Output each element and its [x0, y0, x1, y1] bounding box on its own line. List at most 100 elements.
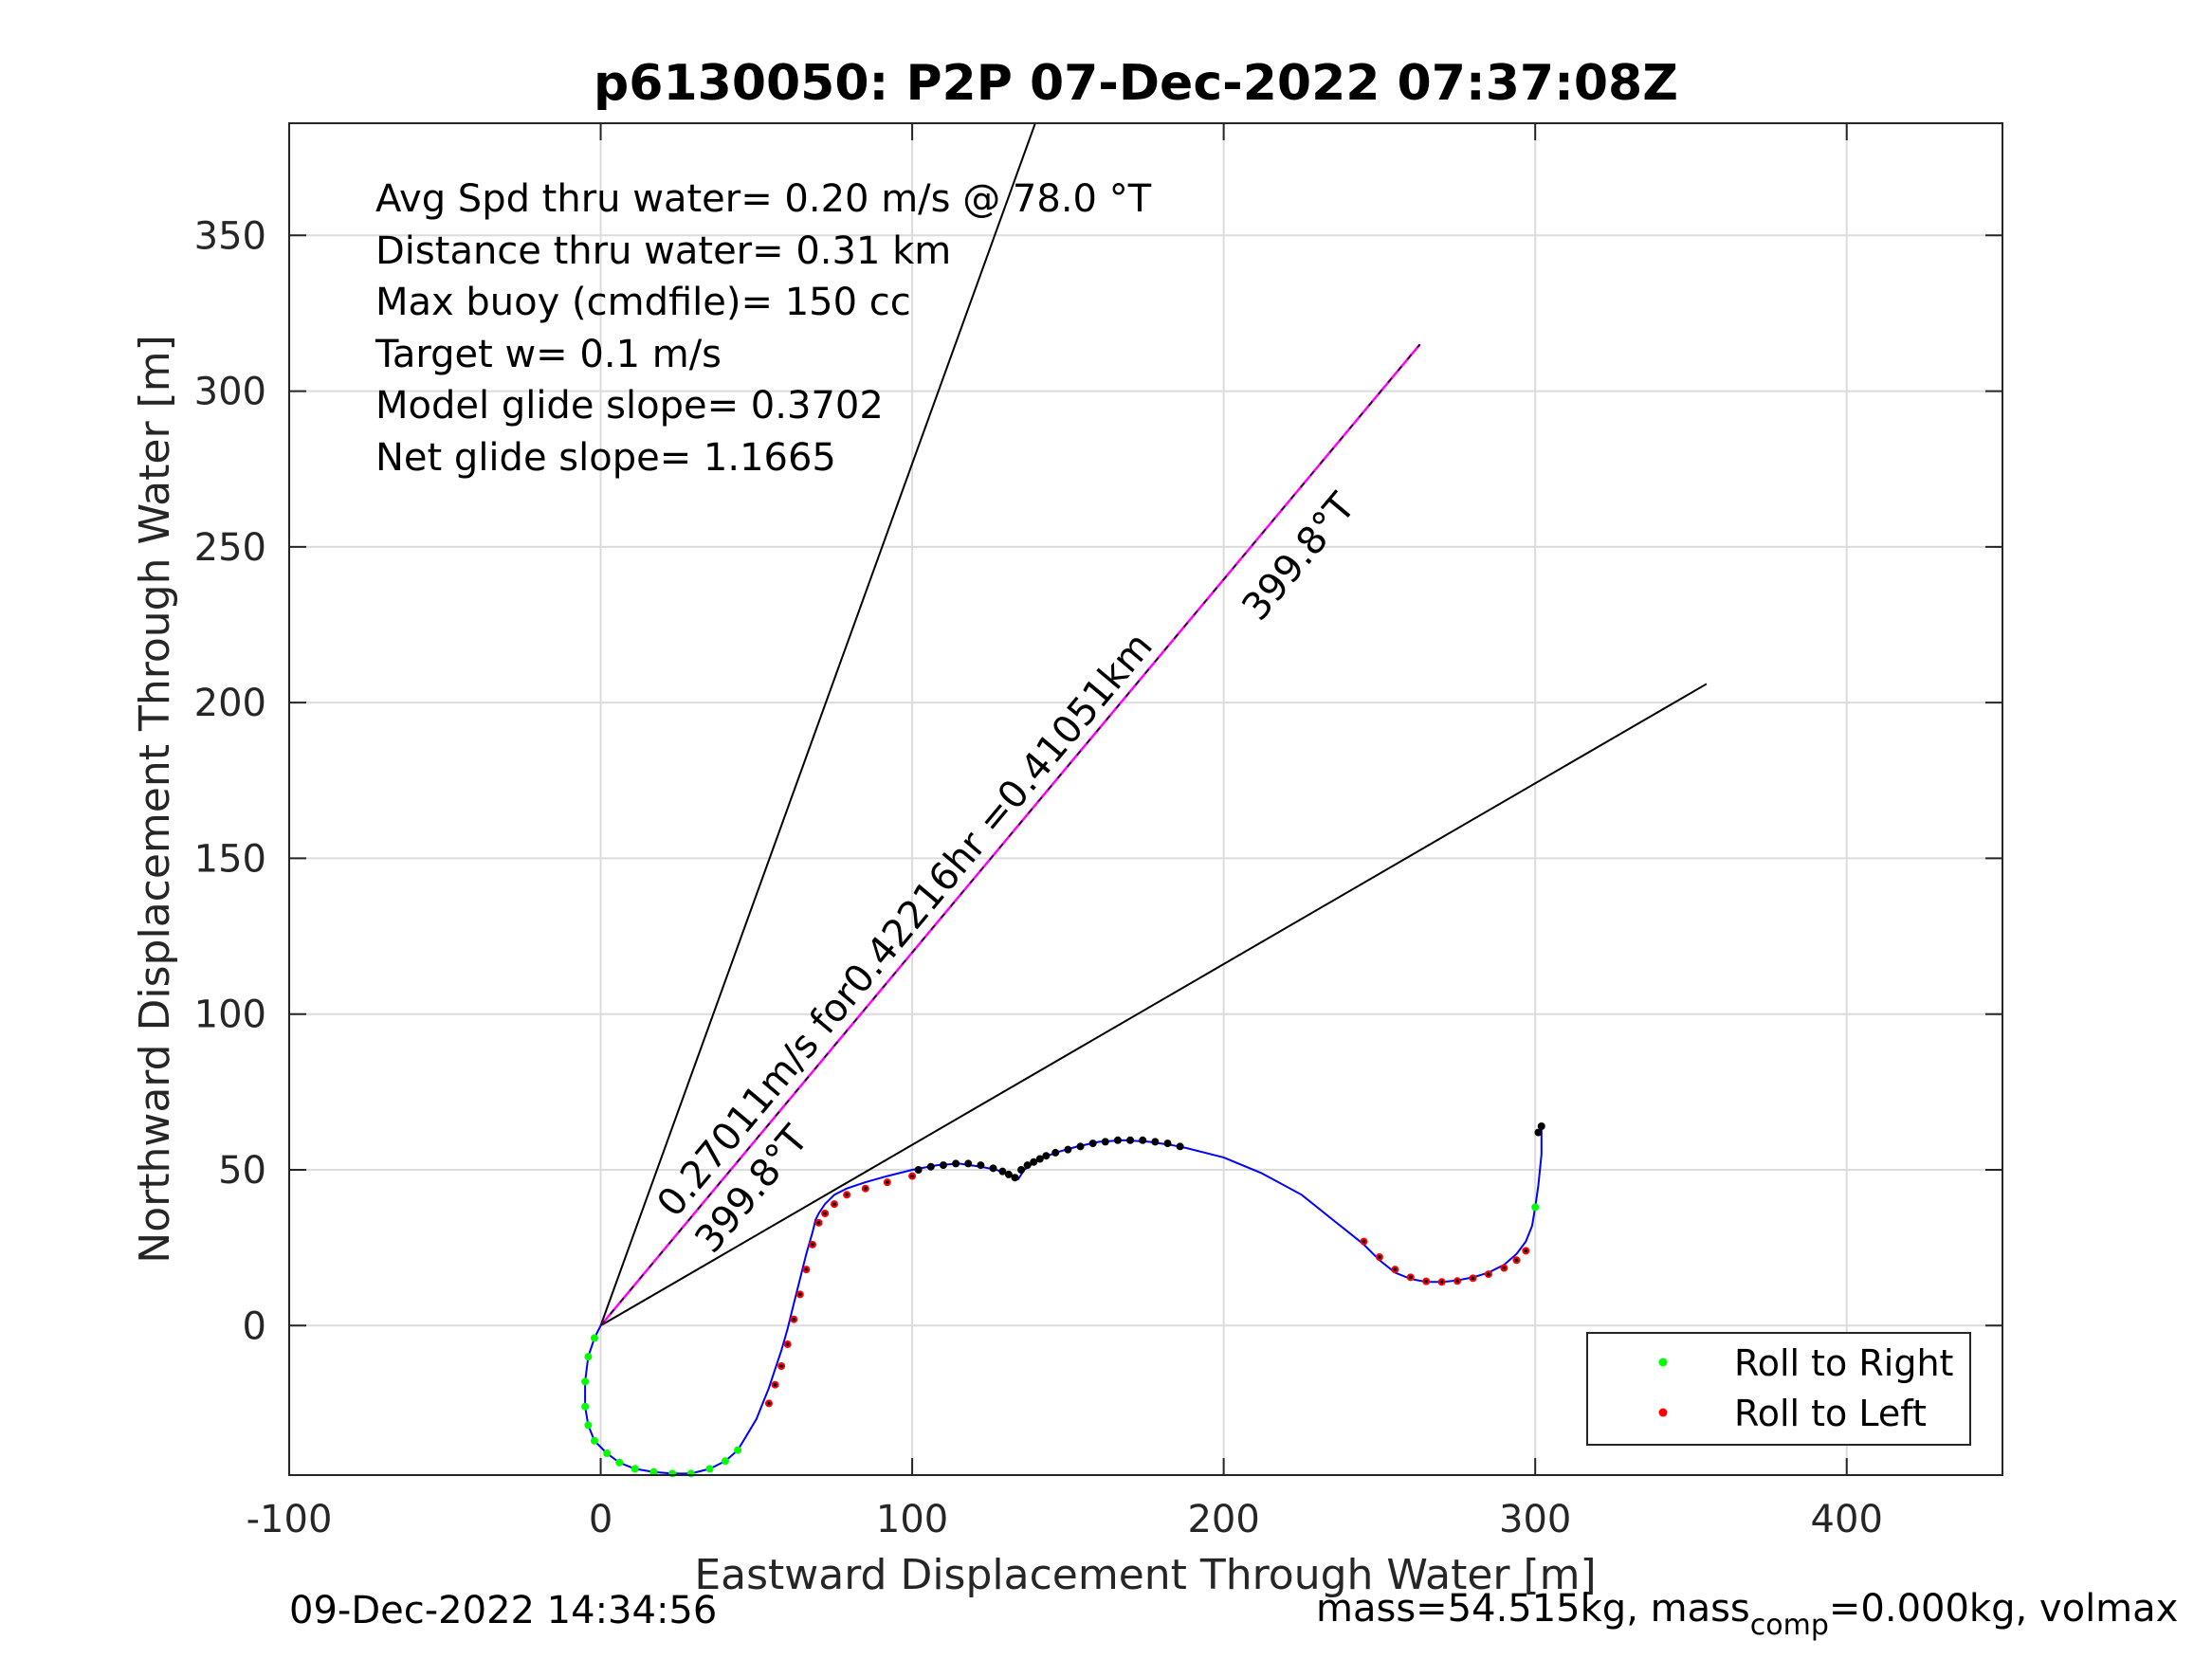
sample-point: [1042, 1152, 1051, 1160]
plot-area: -100 0 100 200 300 400 0 50 100 150 200 250 300 350: [194, 122, 2003, 1541]
y-tick-label: 50: [218, 1149, 266, 1193]
y-tick-label: 200: [194, 682, 266, 725]
footer-timestamp: 09-Dec-2022 14:34:56: [289, 1589, 717, 1632]
x-tick-label: 400: [1811, 1498, 1883, 1541]
sample-point: [1139, 1136, 1147, 1144]
sample-point-overlay: [823, 1212, 827, 1215]
sample-point-overlay: [816, 1221, 821, 1225]
sample-point-overlay: [1502, 1266, 1507, 1270]
x-tick-label: -100: [247, 1498, 333, 1541]
info-line-target-w: Target w= 0.1 m/s: [375, 333, 722, 376]
sample-point-overlay: [798, 1292, 802, 1297]
sample-point: [1030, 1158, 1038, 1166]
sample-point: [964, 1159, 973, 1168]
sample-point: [1076, 1142, 1085, 1151]
legend-label-roll-left: Roll to Left: [1734, 1393, 1927, 1434]
roll-right-point: [615, 1458, 624, 1467]
roll-right-point: [581, 1402, 590, 1411]
sample-point: [998, 1167, 1007, 1176]
roll-right-point: [734, 1446, 742, 1454]
y-tick-label: 300: [194, 371, 266, 414]
footer-mass-info: mass=54.515kg, masscomp=0.000kg, volmax: [1316, 1587, 2178, 1642]
roll-right-point: [590, 1334, 598, 1342]
roll-right-point: [721, 1457, 729, 1466]
footer-mass-suffix: =0.000kg, volmax: [1829, 1587, 2178, 1631]
y-tick-label: 250: [194, 526, 266, 570]
sample-point: [1126, 1136, 1135, 1144]
info-line-distance: Distance thru water= 0.31 km: [375, 229, 951, 273]
sample-point: [1176, 1142, 1184, 1151]
sample-point-overlay: [804, 1267, 809, 1271]
info-line-max-buoy: Max buoy (cmdfile)= 150 cc: [375, 281, 911, 324]
roll-right-point: [668, 1469, 677, 1478]
info-line-net-glide: Net glide slope= 1.1665: [375, 436, 836, 480]
roll-right-point: [603, 1449, 612, 1457]
sample-point-overlay: [792, 1317, 796, 1322]
sample-point: [1151, 1138, 1160, 1146]
sample-point-overlay: [864, 1186, 868, 1191]
legend-box: [1586, 1332, 1971, 1446]
x-tick-label: 100: [876, 1498, 948, 1541]
roll-right-point: [649, 1468, 658, 1476]
roll-right-point: [1531, 1203, 1540, 1212]
roll-right-point: [584, 1353, 593, 1361]
sample-point-overlay: [1424, 1279, 1428, 1284]
roll-right-point: [584, 1421, 593, 1430]
sample-point-overlay: [910, 1174, 914, 1178]
y-axis-label: Northward Displacement Through Water [m]: [131, 335, 179, 1263]
sample-point-overlay: [767, 1401, 771, 1406]
sample-point: [926, 1162, 935, 1171]
sample-point: [989, 1164, 997, 1173]
grid: [288, 123, 2002, 1475]
point-layer: [581, 1122, 1545, 1478]
sample-point: [939, 1161, 947, 1170]
sample-point-overlay: [1378, 1255, 1381, 1259]
sample-point: [914, 1166, 923, 1174]
cone-line: [599, 122, 1036, 1326]
axes-box: [288, 122, 2003, 1476]
sample-point: [1064, 1145, 1072, 1154]
sample-point: [1163, 1139, 1172, 1148]
x-tick-label: 200: [1187, 1498, 1259, 1541]
roll-right-point: [590, 1436, 598, 1445]
sample-point: [1534, 1128, 1543, 1137]
sample-point: [1537, 1122, 1545, 1130]
sample-point-overlay: [779, 1364, 783, 1368]
sample-point: [1017, 1166, 1026, 1174]
reference-lines: [599, 122, 1708, 1327]
sample-point-overlay: [773, 1382, 777, 1387]
x-tick-label: 0: [589, 1498, 612, 1541]
sample-point-overlay: [1471, 1276, 1475, 1281]
sample-point-overlay: [811, 1243, 814, 1247]
x-axis-label: Eastward Displacement Through Water [m]: [694, 1551, 1596, 1599]
sample-point-overlay: [1393, 1267, 1398, 1271]
sample-point: [977, 1161, 985, 1170]
footer-mass-subscript: comp: [1750, 1609, 1829, 1642]
footer-mass-prefix: mass=54.515kg, mass: [1316, 1587, 1750, 1631]
roll-right-point: [686, 1469, 695, 1478]
sample-point: [1113, 1136, 1122, 1144]
sample-point: [952, 1159, 960, 1168]
roll-right-point: [631, 1465, 639, 1473]
roll-right-point: [581, 1377, 590, 1386]
sample-point-overlay: [1362, 1239, 1366, 1244]
chart-title: p6130050: P2P 07-Dec-2022 07:37:08Z: [594, 55, 1678, 112]
legend: Roll to Right Roll to Left: [1586, 1332, 1971, 1446]
y-tick-label: 350: [194, 214, 266, 258]
sample-point: [1088, 1139, 1097, 1148]
sample-point-overlay: [1514, 1258, 1519, 1263]
roll-right-point: [705, 1465, 714, 1473]
sample-point: [1101, 1138, 1109, 1146]
y-tick-label: 100: [194, 994, 266, 1037]
sample-point: [1035, 1155, 1044, 1163]
sample-point-overlay: [1455, 1279, 1459, 1284]
legend-label-roll-right: Roll to Right: [1734, 1342, 1953, 1384]
cone-line: [600, 683, 1708, 1327]
sample-point: [1051, 1148, 1060, 1157]
sample-point: [1011, 1174, 1019, 1182]
legend-marker-roll-left: [1658, 1408, 1668, 1417]
sample-point-overlay: [1524, 1249, 1528, 1253]
info-box: Avg Spd thru water= 0.20 m/s @ 78.0 °T D…: [375, 177, 1152, 480]
sample-point: [1023, 1161, 1032, 1170]
